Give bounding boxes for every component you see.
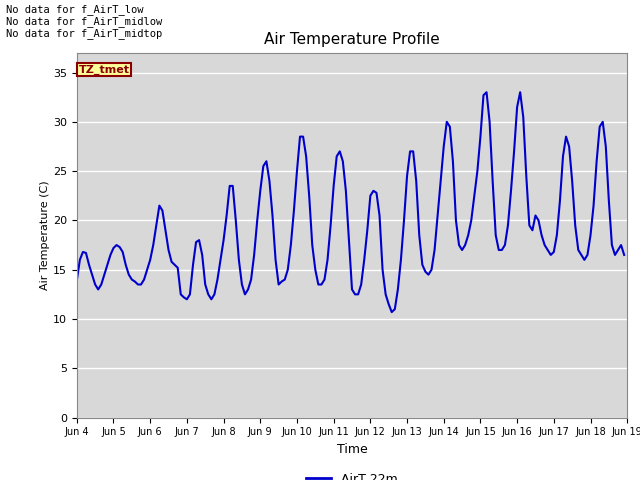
Text: TZ_tmet: TZ_tmet xyxy=(79,64,130,75)
Y-axis label: Air Temperature (C): Air Temperature (C) xyxy=(40,180,50,290)
Legend: AirT 22m: AirT 22m xyxy=(301,468,403,480)
Text: No data for f_AirT_midtop: No data for f_AirT_midtop xyxy=(6,28,163,39)
X-axis label: Time: Time xyxy=(337,443,367,456)
Text: No data for f_AirT_midlow: No data for f_AirT_midlow xyxy=(6,16,163,27)
Text: No data for f_AirT_low: No data for f_AirT_low xyxy=(6,4,144,15)
Title: Air Temperature Profile: Air Temperature Profile xyxy=(264,33,440,48)
